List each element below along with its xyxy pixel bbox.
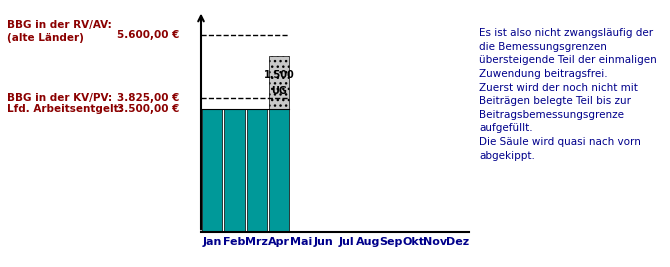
Text: 3.500,00 €: 3.500,00 €	[117, 104, 180, 114]
Bar	[202, 109, 222, 232]
Text: 5.600,00 €: 5.600,00 €	[117, 30, 180, 40]
Text: BBG in der RV/AV:: BBG in der RV/AV:	[7, 19, 111, 30]
Bar	[269, 56, 289, 109]
Bar	[224, 109, 245, 232]
Text: (alte Länder): (alte Länder)	[7, 33, 84, 43]
Text: UG: UG	[271, 86, 287, 96]
Text: 3.825,00 €: 3.825,00 €	[117, 93, 180, 103]
Bar	[269, 109, 289, 232]
Text: BBG in der KV/PV:: BBG in der KV/PV:	[7, 93, 112, 103]
Text: Es ist also nicht zwangsläufig der
die Bemessungsgrenzen
übersteigende Teil der : Es ist also nicht zwangsläufig der die B…	[479, 28, 657, 161]
Bar	[247, 109, 267, 232]
Text: Lfd. Arbeitsentgelt:: Lfd. Arbeitsentgelt:	[7, 104, 123, 114]
Text: 1.500: 1.500	[264, 70, 295, 80]
